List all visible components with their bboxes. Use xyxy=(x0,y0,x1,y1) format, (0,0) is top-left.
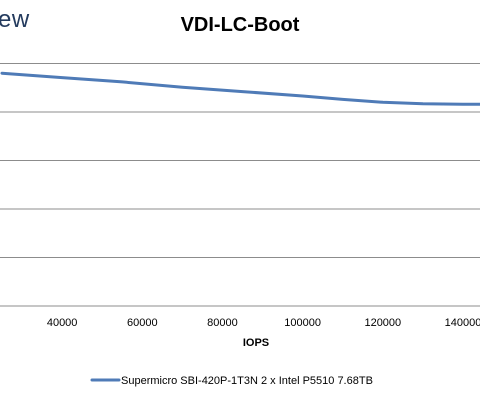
series-line xyxy=(0,71,480,106)
series-lines xyxy=(0,71,480,106)
brand-logo-text: ew xyxy=(0,6,30,33)
x-tick-label: 120000 xyxy=(364,317,401,329)
x-tick-label: 80000 xyxy=(207,317,238,329)
x-tick-label: 140000 xyxy=(445,317,480,329)
chart-title: VDI-LC-Boot xyxy=(180,14,300,36)
x-tick-label: 40000 xyxy=(47,317,78,329)
x-axis-title: IOPS xyxy=(243,337,269,349)
x-tick-labels: 40000 60000 80000 100000 120000 140000 xyxy=(47,317,480,329)
x-tick-label: 100000 xyxy=(284,317,321,329)
legend-label: Supermicro SBI-420P-1T3N 2 x Intel P5510… xyxy=(121,375,373,387)
x-tick-label: 60000 xyxy=(127,317,158,329)
legend: Supermicro SBI-420P-1T3N 2 x Intel P5510… xyxy=(90,375,373,387)
gridlines xyxy=(0,63,480,258)
